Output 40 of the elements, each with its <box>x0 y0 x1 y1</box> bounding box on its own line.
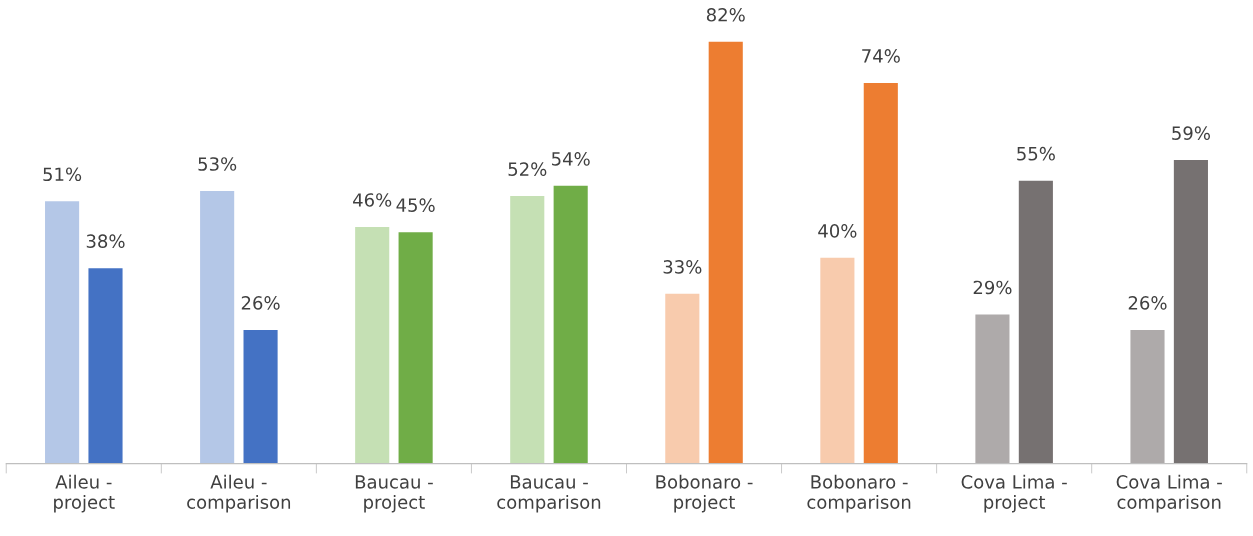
bar <box>243 329 278 464</box>
x-tick-label: Bobonaro - project <box>656 474 753 513</box>
x-tick-label: Aileu - comparison <box>187 474 291 513</box>
x-tick-label: Cova Lima - comparison <box>1116 474 1222 513</box>
data-label: 53% <box>198 157 237 171</box>
bar <box>88 268 123 464</box>
data-label: 38% <box>86 234 125 248</box>
bar <box>553 185 588 464</box>
x-tick-label: Cova Lima - project <box>961 474 1067 513</box>
data-label: 46% <box>353 193 392 207</box>
data-label: 29% <box>973 280 1012 295</box>
data-label: 51% <box>43 167 82 182</box>
data-label: 52% <box>508 162 547 176</box>
x-tick-label: Baucau - comparison <box>497 475 601 513</box>
bar <box>665 293 700 464</box>
bar <box>1130 329 1165 464</box>
x-tick-label: Bobonaro - comparison <box>807 474 911 513</box>
bar <box>820 257 855 464</box>
bar <box>708 41 743 464</box>
bar <box>1173 160 1208 464</box>
bar <box>200 190 235 464</box>
bar <box>1018 180 1053 464</box>
bar <box>975 314 1010 464</box>
data-label: 59% <box>1172 126 1210 140</box>
bar <box>45 201 80 464</box>
bar <box>863 82 898 464</box>
data-label: 54% <box>552 152 590 166</box>
data-label: 40% <box>818 224 857 238</box>
data-label: 82% <box>706 7 745 22</box>
data-label: 26% <box>1128 296 1167 310</box>
bar <box>510 196 545 464</box>
x-tick-label: Baucau - project <box>355 475 433 513</box>
data-label: 33% <box>663 260 702 274</box>
bar <box>355 226 390 464</box>
data-label: 45% <box>396 198 435 212</box>
data-label: 74% <box>862 49 900 63</box>
x-tick-label: Aileu - project <box>54 474 115 513</box>
bar <box>398 232 433 464</box>
data-label: 55% <box>1017 146 1055 161</box>
data-label: 26% <box>241 296 280 310</box>
